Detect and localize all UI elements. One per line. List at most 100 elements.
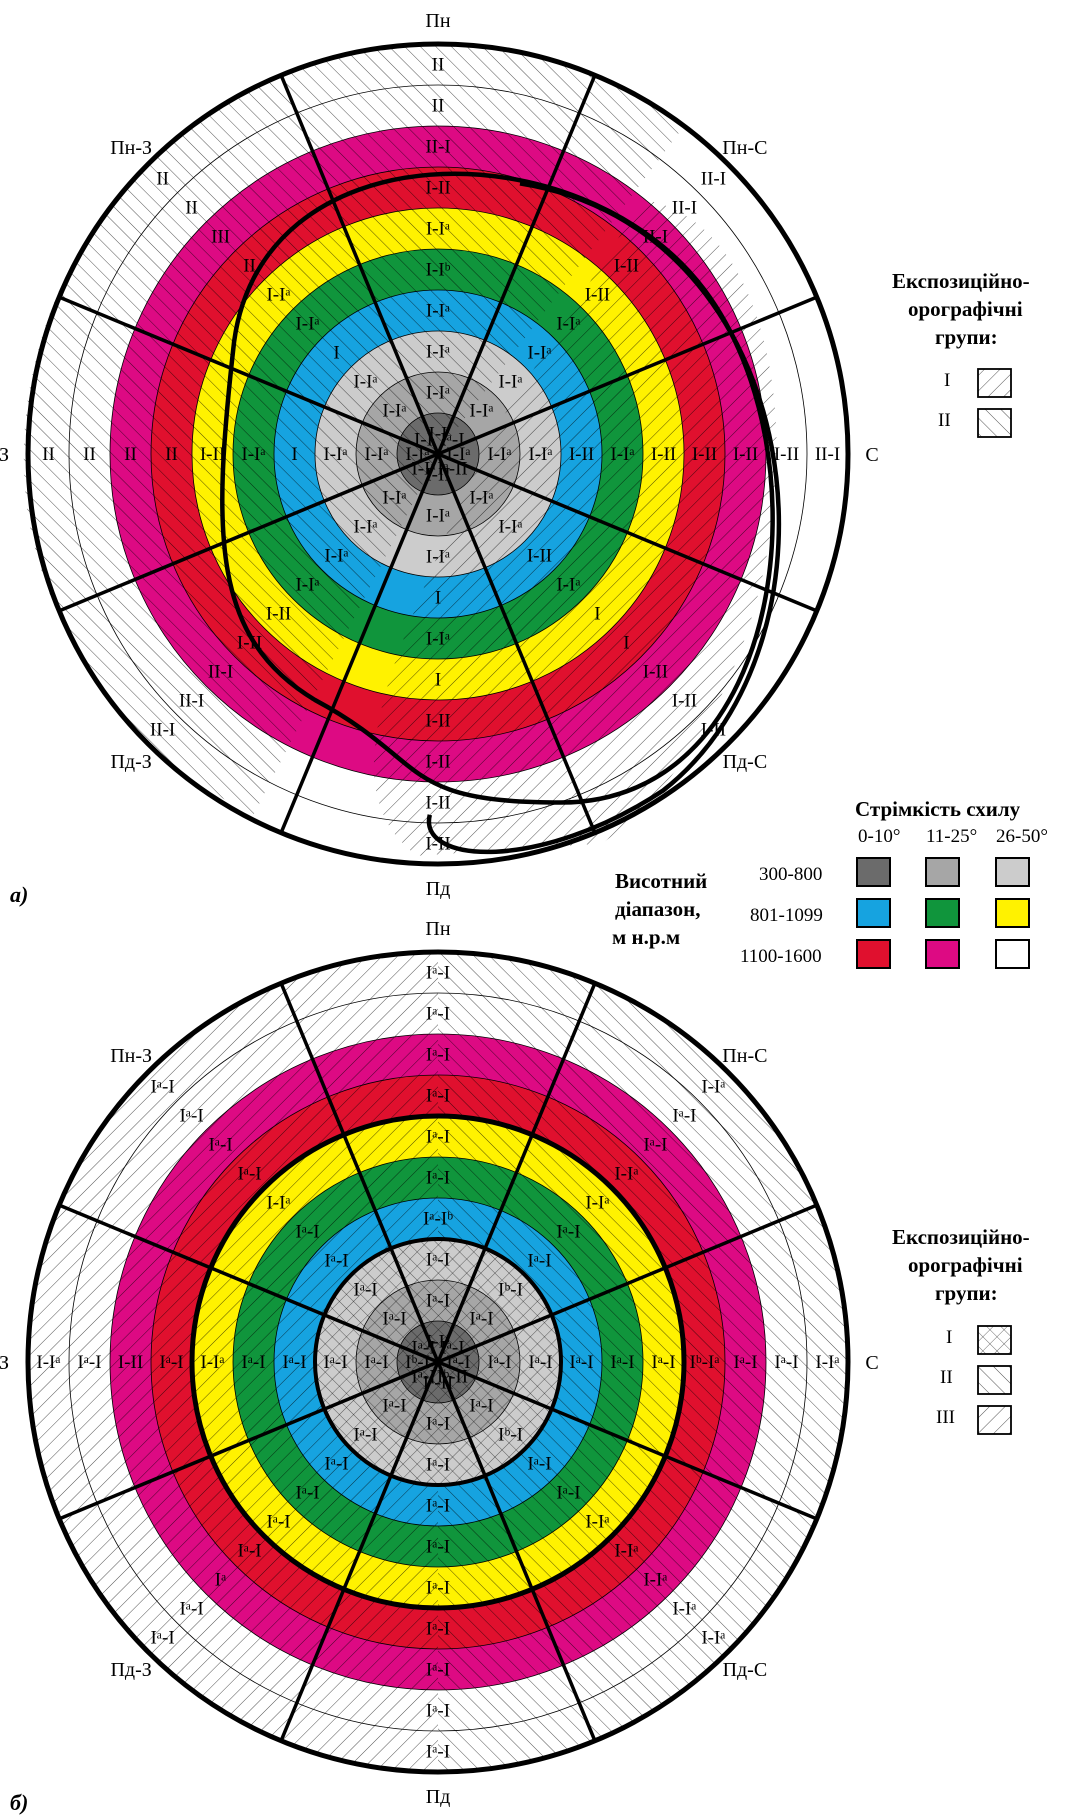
zone-label: Iᵃ-II	[423, 1373, 454, 1394]
zone-label: Iᵃ-I	[446, 1352, 470, 1373]
zone-label: I-Iᵃ	[556, 574, 580, 595]
zone-label: Iᵃ-I	[426, 1742, 450, 1763]
sector-divider	[58, 1360, 439, 1521]
expo-boundary-line-inner	[313, 1237, 563, 1487]
direction-label-left: З	[0, 1352, 9, 1374]
zone-label: I	[291, 444, 297, 465]
zone-label: Iᵃ-I	[364, 1352, 388, 1373]
zone-label: I-Iᵃ	[266, 285, 290, 306]
zone-label: II-I	[425, 137, 450, 158]
sector-divider	[58, 452, 439, 613]
zone-label: I-Iᵃ	[426, 301, 450, 322]
zone-label: I	[594, 603, 600, 624]
direction-label-top_left: Пн-З	[110, 137, 152, 159]
zone-label: Iᵃ-I	[527, 1453, 551, 1474]
sector-divider	[58, 1203, 439, 1364]
direction-label-bottom_left: Пд-З	[110, 751, 151, 773]
zone-label: Iᵃ-I	[426, 1537, 450, 1558]
sector-divider	[279, 982, 440, 1363]
zone-label: Iᵇ-Iᵃ	[689, 1352, 719, 1373]
sector-divider	[279, 1361, 440, 1742]
zone-label: Iᵃ-I	[353, 1424, 377, 1445]
zone-label: Iᵃ-I	[774, 1352, 798, 1373]
zone-label: III	[211, 227, 230, 248]
zone-label: I-Iᵃ	[614, 1164, 638, 1185]
zone-label: I-II	[701, 719, 726, 740]
zone-label: I-Iᵃ	[701, 1627, 725, 1648]
zone-label: I-II	[614, 256, 639, 277]
zone-label: I-II	[733, 444, 758, 465]
zone-label: I-Iᵃ	[364, 444, 388, 465]
zone-label: Iᵃ-I	[440, 430, 464, 451]
zone-label: Iᵃ-I	[208, 1135, 232, 1156]
zone-label: Iᵃ-II	[437, 458, 468, 479]
panel-b-id: б)	[10, 1790, 28, 1815]
zone-label: II-I	[208, 661, 233, 682]
direction-label-top_left: Пн-З	[110, 1045, 152, 1067]
legend-altitude-title-3: м н.р.м	[612, 925, 680, 949]
hatch-overlay	[23, 44, 777, 856]
zone-label: I-Iᵃ	[426, 506, 450, 527]
legend-altitude-title-1: Висотний	[615, 869, 707, 893]
legend-expo-b-item-1: I	[946, 1327, 952, 1348]
zone-label: Iᵃ-I	[266, 1511, 290, 1532]
legend-expo-a-title-3: групи:	[935, 325, 998, 349]
zone-label: II	[42, 444, 55, 465]
zone-label: I-Iᵃ	[405, 444, 429, 465]
zone-label: Iᵇ-I	[405, 1352, 430, 1373]
legend-expo-a-title-2: орографічні	[908, 297, 1023, 321]
zone-label: Iᵃ-I	[179, 1598, 203, 1619]
zone-label: I-Iᵃ	[426, 1332, 450, 1353]
zone-label: Iᵃ-I	[733, 1352, 757, 1373]
zone-label: I-Iᵃ	[487, 444, 511, 465]
legend-swatch	[856, 898, 891, 928]
legend-expo-groups-b: Експозиційно- орографічні групи: I II II…	[892, 1225, 1030, 1435]
zone-label: I-Iᵃ	[469, 401, 493, 422]
sector-divider	[279, 453, 440, 834]
zone-label: I-Iᵃ	[266, 1193, 290, 1214]
zone-label: Iᵃ-I	[237, 1164, 261, 1185]
zone-label: I-Iᵃ	[643, 1569, 667, 1590]
zone-label: Iᵃ-I	[382, 1309, 406, 1330]
zone-label: I	[435, 588, 441, 609]
hatch-overlay	[28, 952, 848, 1772]
zone-label: Iᵃ-I	[411, 1338, 435, 1359]
zone-label: Iᵃ-I	[426, 963, 450, 984]
direction-label-top: Пн	[425, 10, 450, 32]
zone-label: I-Iᵃ	[585, 1511, 609, 1532]
zone-label: Iᵃ-I	[426, 1168, 450, 1189]
zone-label: Iᵃ-I	[651, 1352, 675, 1373]
zone-label: Iᵃ-I	[295, 1222, 319, 1243]
zone-label: Iᵃ-I	[282, 1352, 306, 1373]
zone-label: I-II	[672, 690, 697, 711]
zone-label: Iᵃ-I	[426, 1496, 450, 1517]
zone-label: I-Iᵃ	[426, 383, 450, 404]
zone-label: Iᵃ-I	[556, 1222, 580, 1243]
zone-label: I-II	[425, 711, 450, 732]
legend-expo-a-item-1: I	[944, 370, 950, 391]
zone-label: II	[124, 444, 137, 465]
zone-label: II-I	[643, 227, 668, 248]
direction-label-right: С	[865, 444, 878, 466]
zone-label: Iᵃ-I	[323, 1352, 347, 1373]
direction-label-top_right: Пн-С	[722, 1045, 767, 1067]
direction-label-right: С	[865, 1352, 878, 1374]
zone-label: I-Iᵃ	[426, 219, 450, 240]
zone-label: I-Iᵃ	[528, 444, 552, 465]
expo-group-i-area	[23, 126, 439, 516]
direction-label-top: Пн	[425, 918, 450, 940]
legend-slope-altitude: Стрімкість схилу 0-10° 11-25° 26-50° Вис…	[612, 797, 1048, 969]
zone-label: Iᵃ-I	[610, 1352, 634, 1373]
zone-label: I-II	[774, 444, 799, 465]
zone-label: Iᵃ-I	[411, 1366, 435, 1387]
zone-label: I-Iᵃ	[614, 1540, 638, 1561]
zone-label: II	[165, 444, 178, 465]
legend-altitude-row-1: 300-800	[759, 864, 822, 885]
zone-label: I-II	[425, 834, 450, 855]
zone-label: Iᵃ-I	[643, 1135, 667, 1156]
sector-divider	[279, 74, 440, 455]
zone-label: I-Iᵃ	[382, 401, 406, 422]
zone-label: I-II	[425, 465, 450, 486]
zone-label: I	[435, 670, 441, 691]
legend-slope-col-1: 0-10°	[858, 826, 900, 847]
